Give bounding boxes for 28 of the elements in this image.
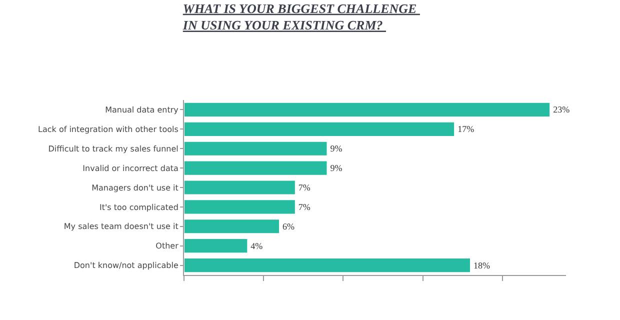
bar <box>184 257 471 274</box>
data-label: 9% <box>330 163 343 174</box>
chart-title: WHAT IS YOUR BIGGEST CHALLENGE IN USING YOUR EXISTING CRM? <box>182 0 420 33</box>
y-tick-label: Other <box>156 242 180 251</box>
data-label: 23% <box>553 104 570 115</box>
y-tick-label: Managers don't use it <box>92 183 178 192</box>
y-tick-label: Invalid or incorrect data <box>82 164 178 173</box>
y-tick-label: Difficult to track my sales funnel <box>48 144 178 154</box>
bar <box>184 180 296 196</box>
y-tick-label: It's too complicated <box>99 202 178 212</box>
data-label: 7% <box>298 202 311 212</box>
bar <box>184 121 456 137</box>
y-tick-label: Manual data entry <box>105 106 179 115</box>
bar <box>184 102 551 118</box>
bar <box>184 218 280 234</box>
bar <box>184 238 248 254</box>
data-label: 9% <box>330 144 343 154</box>
data-label: 4% <box>250 240 264 251</box>
data-label: 6% <box>282 221 295 232</box>
data-label: 7% <box>298 182 311 192</box>
bar <box>184 160 328 176</box>
bar <box>184 199 296 215</box>
y-tick-label: Lack of integration with other tools <box>38 124 178 134</box>
data-label: 17% <box>458 124 475 134</box>
y-tick-label: Don't know/not applicable <box>74 261 178 270</box>
bar <box>184 140 328 156</box>
y-tick-label: My sales team doesn't use it <box>64 222 178 232</box>
data-label: 18% <box>474 260 490 270</box>
